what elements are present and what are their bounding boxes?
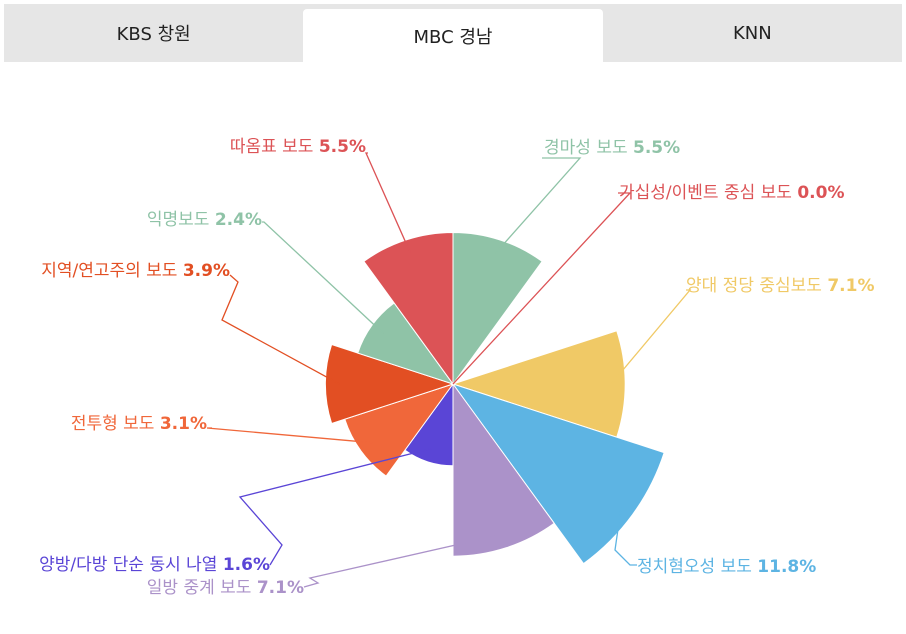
tab-knn[interactable]: KNN [732, 22, 772, 44]
slice-2-label-name: 양대 정당 중심보도 [686, 276, 827, 296]
slice-7-label-name: 지역/연고주의 보도 [41, 261, 183, 281]
slice-5-label-value: 1.6% [223, 555, 270, 575]
tab-mbc-gyeongnam[interactable]: MBC 경남 [303, 9, 603, 62]
slice-1-label-name: 가십성/이벤트 중심 보도 [619, 183, 797, 203]
slice-8-label-value: 2.4% [215, 210, 262, 230]
slice-9-label-value: 5.5% [319, 137, 366, 157]
slice-3-label-value: 11.8% [757, 557, 816, 577]
slice-5-leader-line [238, 447, 433, 566]
slice-4-label-value: 7.1% [257, 578, 304, 598]
slice-9-label-name: 따옴표 보도 [230, 137, 319, 157]
slice-3-leader-line [614, 506, 637, 566]
slice-0-label-value: 5.5% [633, 138, 680, 158]
slice-4-label-name: 일방 중계 보도 [147, 578, 257, 598]
rose-slices [324, 231, 665, 565]
slice-0-label: 경마성 보도 5.5% [544, 138, 680, 158]
slice-7-label: 지역/연고주의 보도 3.9% [41, 261, 230, 281]
tab-kbs-changwon[interactable]: KBS 창원 [116, 24, 191, 45]
slice-4-wedge[interactable] [452, 382, 555, 557]
slice-2-label-value: 7.1% [827, 276, 874, 296]
slice-0-wedge[interactable] [452, 231, 543, 386]
slice-3-wedge[interactable] [451, 383, 665, 565]
slice-3-label-name: 정치혐오성 보도 [637, 557, 757, 577]
slice-8-label-name: 익명보도 [147, 210, 215, 230]
slice-4-label: 일방 중계 보도 7.1% [147, 578, 304, 598]
slice-labels: 경마성 보도 5.5% 가십성/이벤트 중심 보도 0.0% 양대 정당 중심보도 … [39, 137, 874, 598]
slice-9-label: 따옴표 보도 5.5% [230, 137, 366, 157]
slice-1-leader-line [452, 192, 632, 385]
slice-6-label: 전투형 보도 3.1% [71, 414, 207, 434]
slice-6-wedge[interactable] [344, 383, 455, 477]
slice-6-label-value: 3.1% [160, 414, 207, 434]
slice-3-label: 정치혐오성 보도 11.8% [637, 557, 816, 577]
slice-1-label: 가십성/이벤트 중심 보도 0.0% [619, 183, 845, 203]
slice-5-label: 양방/다방 단순 동시 나열 1.6% [39, 555, 270, 575]
slice-7-label-value: 3.9% [183, 261, 230, 281]
slice-2-label: 양대 정당 중심보도 7.1% [686, 276, 875, 296]
slice-0-leader-line [495, 157, 582, 254]
tab-bar: KBS 창원 MBC 경남 KNN [4, 4, 902, 62]
slice-0-label-name: 경마성 보도 [544, 138, 633, 158]
slice-9-leader-line [365, 152, 412, 254]
slice-8-leader-line [262, 221, 384, 334]
slice-2-leader-line [610, 289, 692, 385]
slice-9-wedge[interactable] [363, 231, 454, 386]
slice-8-label: 익명보도 2.4% [147, 210, 262, 230]
slice-6-leader-line [206, 427, 373, 444]
slice-6-label-name: 전투형 보도 [71, 414, 160, 434]
slice-7-leader-line [221, 274, 340, 385]
slice-7-wedge[interactable] [324, 343, 455, 425]
slice-5-label-name: 양방/다방 단순 동시 나열 [39, 555, 223, 575]
slice-4-leader-line [303, 533, 503, 588]
slice-1-label-value: 0.0% [797, 183, 844, 203]
slice-2-wedge[interactable] [451, 330, 626, 438]
